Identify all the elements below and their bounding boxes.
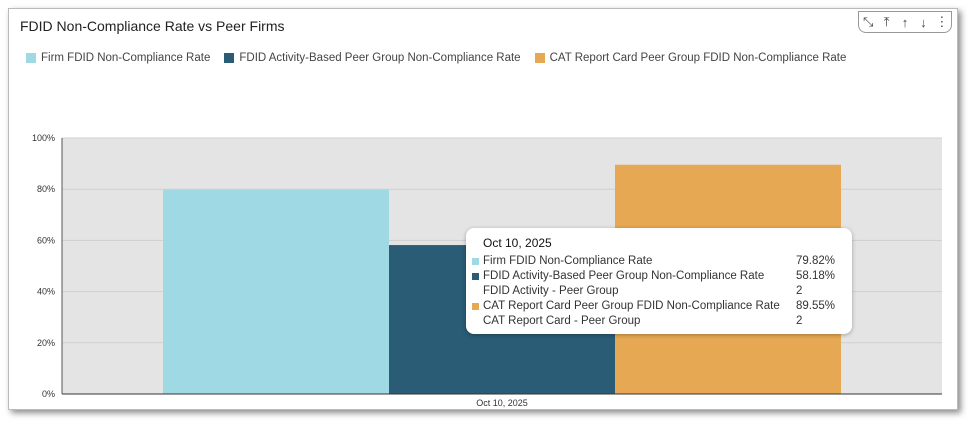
tooltip-label: CAT Report Card - Peer Group (483, 315, 641, 327)
tooltip-row: CAT Report Card Peer Group FDID Non-Comp… (472, 299, 842, 314)
tooltip-swatch (472, 258, 479, 265)
tooltip-value: 2 (796, 315, 803, 327)
collapse-icon[interactable]: ⤡ (863, 14, 874, 29)
tooltip-value: 58.18% (796, 270, 836, 282)
more-options-icon[interactable]: ⋮ (935, 14, 949, 29)
bar[interactable] (163, 189, 389, 394)
legend-item[interactable]: CAT Report Card Peer Group FDID Non-Comp… (534, 52, 847, 64)
legend-item[interactable]: FDID Activity-Based Peer Group Non-Compl… (224, 52, 521, 64)
tooltip-label: Firm FDID Non-Compliance Rate (483, 255, 653, 267)
move-down-icon[interactable]: ↓ (920, 14, 927, 30)
tooltip-date: Oct 10, 2025 (483, 236, 552, 250)
tooltip-swatch (472, 303, 479, 310)
move-top-icon[interactable]: ⤒ (883, 14, 890, 29)
tooltip-row: FDID Activity-Based Peer Group Non-Compl… (472, 269, 842, 284)
legend-label: CAT Report Card Peer Group FDID Non-Comp… (549, 52, 847, 64)
legend: Firm FDID Non-Compliance Rate FDID Activ… (26, 52, 846, 64)
x-tick-label: Oct 10, 2025 (476, 398, 528, 408)
tooltip-label: FDID Activity-Based Peer Group Non-Compl… (483, 270, 765, 282)
y-tick-label: 60% (37, 235, 55, 245)
legend-swatch (26, 53, 36, 63)
tooltip-row: FDID Activity - Peer Group 2 (472, 284, 842, 299)
tooltip-label: CAT Report Card Peer Group FDID Non-Comp… (483, 300, 780, 312)
tooltip-swatch (472, 318, 479, 325)
chart-title: FDID Non-Compliance Rate vs Peer Firms (20, 18, 285, 34)
move-up-icon[interactable]: ↑ (901, 14, 909, 30)
legend-item[interactable]: Firm FDID Non-Compliance Rate (26, 52, 210, 64)
visual-toolbar: ⤡ ⤒ ↑ ↓ ⋮ (858, 11, 952, 33)
tooltip-value: 2 (796, 285, 803, 297)
y-tick-label: 80% (37, 184, 55, 194)
tooltip-row: Firm FDID Non-Compliance Rate 79.82% (472, 254, 842, 269)
tooltip: Oct 10, 2025 Firm FDID Non-Compliance Ra… (466, 228, 852, 334)
tooltip-row: CAT Report Card - Peer Group 2 (472, 314, 842, 329)
tooltip-value: 79.82% (796, 255, 836, 267)
tooltip-value: 89.55% (796, 300, 836, 312)
y-tick-label: 0% (42, 389, 55, 399)
legend-swatch (534, 53, 545, 63)
tooltip-swatch (472, 288, 479, 295)
y-tick-label: 20% (37, 338, 55, 348)
tooltip-swatch (472, 273, 479, 280)
tooltip-label: FDID Activity - Peer Group (483, 285, 619, 297)
y-tick-label: 40% (37, 287, 55, 297)
legend-label: FDID Activity-Based Peer Group Non-Compl… (239, 52, 521, 64)
legend-label: Firm FDID Non-Compliance Rate (41, 52, 211, 64)
legend-swatch (224, 53, 235, 63)
y-tick-label: 100% (32, 133, 55, 143)
